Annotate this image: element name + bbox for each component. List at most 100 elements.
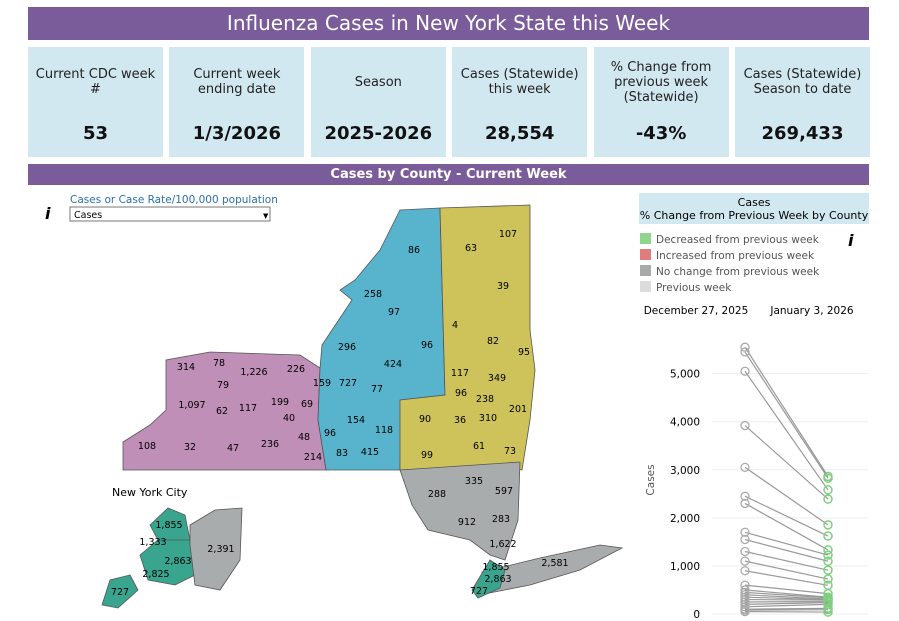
y-tick-label: 2,000: [670, 513, 700, 525]
county-label: 283: [492, 514, 510, 525]
county-label: 236: [261, 439, 279, 450]
prev-point: [740, 590, 750, 600]
dropdown-arrow[interactable]: ▼: [263, 212, 269, 220]
prev-point: [740, 592, 750, 602]
slope-line: [744, 570, 829, 586]
county-label: 226: [287, 364, 305, 375]
legend-swatch: [640, 265, 651, 276]
slope-line: [744, 589, 829, 598]
county-label: 1,622: [489, 539, 516, 550]
curr-point: [823, 545, 833, 555]
slope-line: [744, 603, 829, 608]
county-label: 597: [495, 486, 513, 497]
kpi-card: % Change from previous week (Statewide) -…: [593, 47, 729, 157]
slope-line: [744, 370, 829, 491]
county-label: 310: [479, 413, 497, 424]
curr-point: [823, 520, 833, 530]
slope-line: [744, 550, 829, 571]
county-label: 258: [364, 289, 382, 300]
prev-point: [740, 602, 750, 612]
county-label: 96: [421, 340, 433, 351]
x-category: January 3, 2026: [769, 305, 854, 317]
y-tick-label: 3,000: [670, 465, 700, 477]
kpi-label: Current week ending date: [193, 67, 281, 97]
county-label: 154: [347, 415, 365, 426]
county-label: 912: [458, 517, 476, 528]
curr-point: [823, 565, 833, 575]
kpi-value: 53: [82, 123, 109, 144]
kpi-value: 28,554: [484, 123, 555, 144]
prev-point: [740, 347, 750, 357]
curr-point: [823, 485, 833, 495]
kpi-label: Current CDC week #: [35, 67, 156, 97]
county-label: 69: [301, 399, 313, 410]
county-label: 201: [509, 404, 527, 415]
county-label: 314: [177, 362, 195, 373]
kpi-label: Cases (Statewide) this week: [460, 67, 579, 97]
county-label: 238: [476, 394, 494, 405]
kpi-card: Cases (Statewide) Season to date 269,433: [735, 47, 870, 157]
county-label: 73: [504, 446, 516, 457]
legend-swatch: [640, 249, 651, 260]
dropdown[interactable]: [69, 206, 271, 222]
nyc-label: 2,825: [142, 569, 169, 580]
curr-point: [823, 556, 833, 567]
long-island: [481, 544, 624, 595]
county-label: 424: [384, 359, 402, 370]
x-category: December 27, 2025: [644, 305, 749, 317]
nyc-label: 727: [111, 587, 129, 598]
nyc-label: 2,863: [164, 556, 191, 567]
prev-point: [740, 534, 750, 545]
legend-title: Cases: [738, 196, 771, 209]
curr-point: [823, 607, 833, 617]
county-label: 288: [428, 489, 446, 500]
county-label: 159: [313, 378, 331, 389]
slope-line: [744, 591, 829, 599]
county-label: 96: [455, 388, 467, 399]
control-label: Cases or Case Rate/100,000 population: [70, 194, 278, 206]
county-label: 727: [339, 378, 357, 389]
prev-point: [740, 587, 750, 598]
slope-line: [744, 466, 829, 526]
y-tick-label: 1,000: [670, 561, 700, 573]
county-label: 79: [217, 380, 229, 391]
county-label: 2,863: [484, 574, 511, 585]
county-label: 86: [408, 245, 420, 256]
kpi-value: 2025-2026: [324, 123, 433, 144]
slope-line: [744, 346, 829, 477]
slope-line: [744, 596, 829, 601]
kpi-card: Current week ending date 1/3/2026: [169, 47, 305, 157]
county-label: 99: [421, 450, 433, 461]
county-label: 108: [138, 441, 156, 452]
county-label: 4: [452, 320, 458, 331]
prev-point: [740, 498, 750, 509]
nyc-queens: [189, 507, 243, 591]
curr-point: [823, 494, 833, 504]
prev-point: [740, 527, 750, 537]
legend-label: No change from previous week: [656, 266, 820, 278]
county-label: 32: [184, 442, 196, 453]
county-label: 36: [454, 415, 466, 426]
prev-point: [740, 366, 750, 376]
prev-point: [740, 606, 750, 617]
y-tick-label: 5,000: [670, 369, 700, 381]
legend-header: [639, 193, 869, 224]
kpi-label: % Change from previous week (Statewide): [610, 59, 712, 105]
legend-subtitle: % Change from Previous Week by County: [640, 209, 869, 222]
info-icon[interactable]: i: [45, 204, 51, 223]
curr-point: [823, 473, 833, 483]
county-label: 199: [271, 397, 289, 408]
slope-line: [744, 531, 829, 556]
info-icon[interactable]: i: [848, 231, 854, 250]
prev-point: [740, 585, 750, 595]
kpi-card: Current CDC week # 53: [28, 47, 163, 157]
header-title: Influenza Cases in New York State this W…: [28, 7, 869, 40]
nyc-label: 2,391: [207, 544, 234, 555]
county-label: 61: [473, 441, 485, 452]
prev-point: [740, 566, 750, 576]
slope-line: [744, 351, 829, 479]
slope-line: [744, 502, 829, 551]
dropdown-value[interactable]: Cases: [74, 210, 102, 221]
county-label: 63: [465, 243, 477, 254]
